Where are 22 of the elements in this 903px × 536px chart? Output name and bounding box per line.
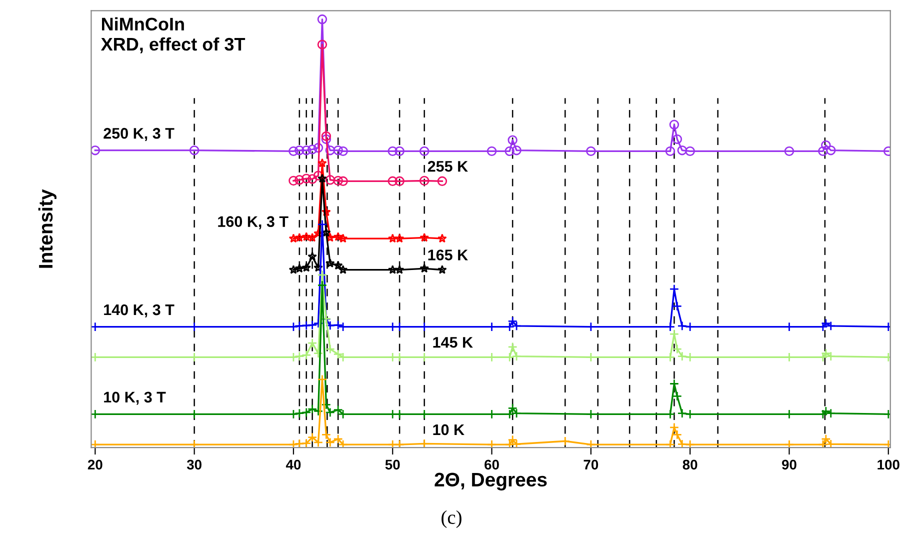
x-tick-label: 60 [484, 460, 499, 470]
x-tick-label: 100 [878, 460, 900, 470]
x-tick-label: 50 [385, 460, 400, 470]
series-label: 255 K [428, 160, 468, 172]
series-label: 10 K, 3 T [104, 392, 166, 405]
y-axis-title: Intensity [38, 189, 56, 268]
chart-title: NiMnCoIn [102, 17, 184, 31]
series-label: 145 K [433, 337, 473, 348]
x-tick-label: 90 [782, 460, 796, 470]
series-label: 250 K, 3 T [104, 128, 174, 141]
series-label: 10 K [433, 424, 464, 436]
x-tick-label: 30 [186, 460, 202, 470]
series-label: 140 K, 3 T [104, 304, 174, 318]
series-label: 165 K [428, 250, 468, 260]
x-tick-label: 20 [88, 460, 102, 470]
x-tick-label: 40 [286, 460, 301, 470]
x-tick-label: 70 [584, 460, 598, 470]
x-axis-title: 2Θ, Degrees [434, 472, 547, 490]
series-label: 160 K, 3 T [218, 216, 288, 230]
text: XRD, effect of 3T [100, 37, 246, 54]
text: (c) [442, 510, 462, 528]
x-tick-label: 80 [682, 460, 698, 470]
